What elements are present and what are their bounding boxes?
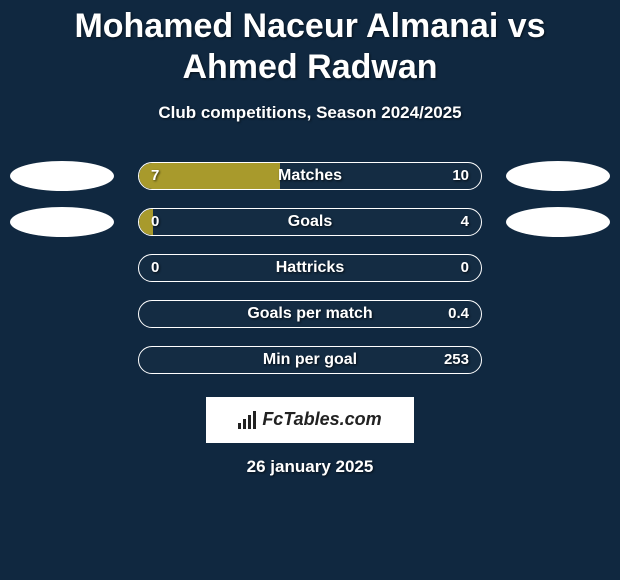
player-left-oval (10, 161, 114, 191)
date-text: 26 january 2025 (0, 457, 620, 477)
player-right-oval (506, 161, 610, 191)
stat-row: 00Hattricks (0, 245, 620, 291)
stat-label: Matches (139, 163, 481, 189)
stats-container: 710Matches 04Goals 00Hattricks 0.4Goals per… (0, 153, 620, 383)
stat-bar: 00Hattricks (138, 254, 482, 282)
bar-chart-icon (238, 411, 258, 429)
stat-bar: 04Goals (138, 208, 482, 236)
stat-label: Goals per match (139, 301, 481, 327)
footer-logo: FcTables.com (206, 397, 414, 443)
player-right-oval (506, 207, 610, 237)
stat-label: Min per goal (139, 347, 481, 373)
page-title: Mohamed Naceur Almanai vs Ahmed Radwan (0, 0, 620, 89)
player-left-oval (10, 207, 114, 237)
stat-row: 253Min per goal (0, 337, 620, 383)
stat-bar: 710Matches (138, 162, 482, 190)
stat-row: 04Goals (0, 199, 620, 245)
stat-row: 0.4Goals per match (0, 291, 620, 337)
stat-label: Goals (139, 209, 481, 235)
stat-bar: 0.4Goals per match (138, 300, 482, 328)
footer-brand-text: FcTables.com (262, 409, 381, 430)
stat-row: 710Matches (0, 153, 620, 199)
subtitle: Club competitions, Season 2024/2025 (0, 103, 620, 123)
stat-label: Hattricks (139, 255, 481, 281)
stat-bar: 253Min per goal (138, 346, 482, 374)
